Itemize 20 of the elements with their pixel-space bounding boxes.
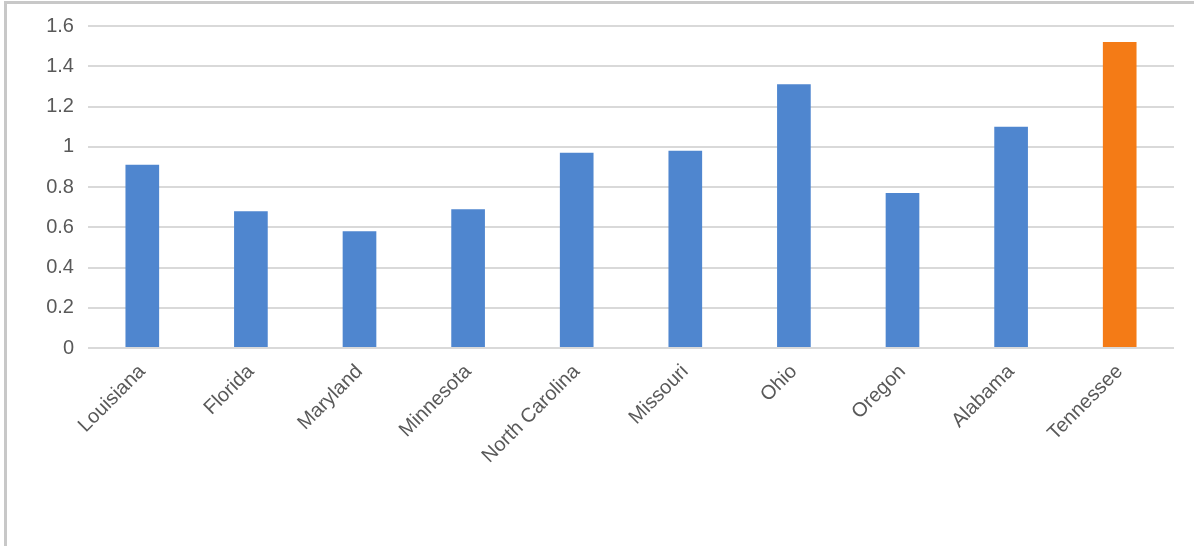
bar [451, 209, 485, 347]
y-tick-label: 0.2 [46, 295, 74, 318]
bar [1102, 42, 1137, 347]
y-tick-label: 0.8 [46, 174, 74, 197]
y-tick-label: 1.6 [46, 13, 74, 36]
y-tick-label: 0.6 [46, 214, 74, 237]
bar [668, 150, 703, 347]
y-tick-label: 0.4 [46, 255, 74, 278]
y-tick-label: 1.2 [46, 94, 74, 117]
bar [234, 211, 268, 347]
bar [885, 193, 920, 347]
y-tick-label: 0 [62, 335, 74, 358]
bar [559, 152, 594, 347]
bar [777, 84, 811, 347]
bar [125, 164, 160, 347]
x-tick-label: Ohio [755, 359, 801, 406]
y-tick-label: 1.4 [46, 53, 74, 76]
bar [994, 126, 1028, 347]
y-tick-label: 1 [62, 134, 74, 157]
bar [342, 231, 377, 347]
